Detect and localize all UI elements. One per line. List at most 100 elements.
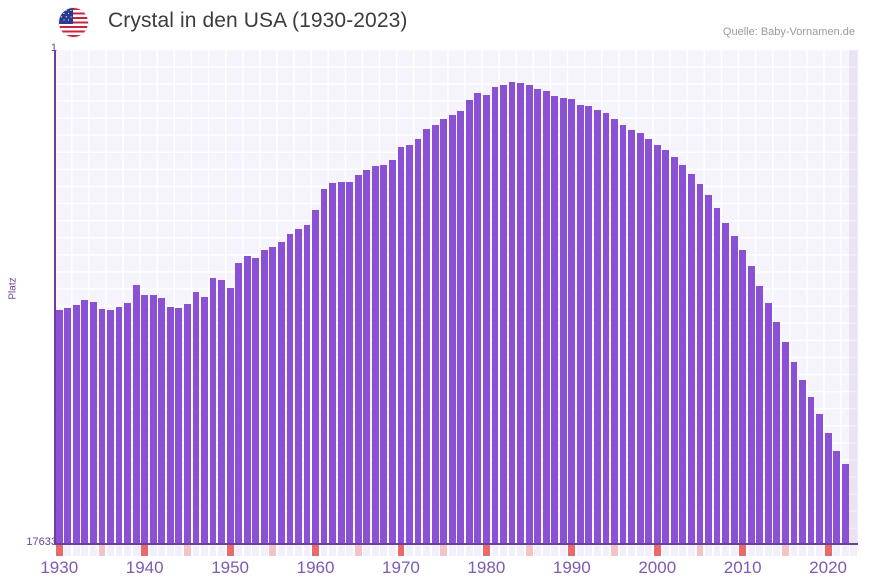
bar bbox=[457, 111, 465, 543]
x-axis-tick-label: 2000 bbox=[638, 558, 677, 577]
bar bbox=[397, 146, 405, 543]
x-axis-tick bbox=[833, 545, 841, 556]
x-axis-tick bbox=[474, 545, 482, 556]
bar bbox=[380, 165, 388, 543]
bar bbox=[72, 305, 80, 543]
bar bbox=[141, 295, 149, 543]
x-axis-tick bbox=[688, 545, 695, 556]
x-axis-tick bbox=[679, 545, 687, 556]
bar bbox=[329, 182, 337, 543]
bar bbox=[628, 129, 636, 543]
bar bbox=[517, 82, 524, 543]
x-axis-tick bbox=[602, 545, 610, 556]
bar bbox=[218, 280, 225, 543]
x-axis-tick bbox=[260, 545, 268, 556]
x-axis-tick bbox=[81, 545, 89, 556]
x-axis-tick bbox=[739, 545, 747, 556]
x-axis-tick bbox=[141, 545, 149, 556]
bar bbox=[781, 341, 789, 543]
x-axis-tick bbox=[380, 545, 388, 556]
page-title: Crystal in den USA (1930-2023) bbox=[108, 9, 408, 32]
x-axis-tick bbox=[773, 545, 781, 556]
bar bbox=[209, 277, 217, 543]
x-axis-tick bbox=[166, 545, 174, 556]
x-axis-tick bbox=[508, 545, 516, 556]
no-data-region bbox=[849, 50, 858, 543]
x-axis-tick bbox=[850, 545, 858, 556]
x-axis-tick bbox=[542, 545, 550, 556]
bar bbox=[619, 125, 627, 543]
x-axis-tick bbox=[696, 545, 704, 556]
x-axis-tick bbox=[448, 545, 456, 556]
bar bbox=[389, 160, 396, 543]
x-axis-tick bbox=[371, 545, 379, 556]
bar bbox=[115, 307, 123, 543]
bar bbox=[799, 380, 806, 543]
bar bbox=[594, 110, 601, 543]
bar bbox=[465, 100, 473, 543]
x-axis-tick bbox=[576, 545, 584, 556]
x-axis-tick bbox=[807, 545, 815, 556]
bar bbox=[688, 174, 695, 543]
bar bbox=[55, 310, 63, 543]
x-axis-tick bbox=[781, 545, 789, 556]
bar bbox=[705, 194, 712, 543]
bar bbox=[371, 166, 379, 543]
x-axis-tick bbox=[252, 545, 260, 556]
x-axis-tick bbox=[226, 545, 234, 556]
x-axis-tick bbox=[465, 545, 473, 556]
x-axis-tick bbox=[235, 545, 243, 556]
y-axis-title: Platz bbox=[7, 277, 19, 300]
y-axis-top-label: 1 bbox=[50, 42, 57, 54]
x-axis-tick bbox=[756, 545, 764, 556]
bar bbox=[124, 303, 132, 543]
bar bbox=[602, 113, 610, 543]
x-axis-tick-label: 2010 bbox=[723, 558, 762, 577]
bar bbox=[568, 99, 576, 543]
bar bbox=[585, 106, 593, 543]
x-axis-tick bbox=[457, 545, 465, 556]
x-axis-tick bbox=[611, 545, 618, 556]
bar bbox=[824, 432, 832, 543]
bar bbox=[679, 165, 687, 543]
x-axis-tick-label: 1970 bbox=[382, 558, 420, 577]
x-axis-tick bbox=[389, 545, 396, 556]
bar bbox=[98, 308, 106, 543]
x-axis-tick bbox=[64, 545, 72, 556]
bar bbox=[149, 294, 157, 543]
x-axis-tick bbox=[594, 545, 601, 556]
bar bbox=[722, 222, 729, 543]
x-axis-tick-labels: 1930 1940 1950 1960 1970 1980 1990 2000 2010 2020 bbox=[0, 558, 873, 586]
x-axis-tick bbox=[722, 545, 729, 556]
x-axis-tick bbox=[192, 545, 200, 556]
bar bbox=[158, 297, 166, 543]
bar bbox=[354, 175, 362, 543]
x-axis-tick bbox=[72, 545, 80, 556]
bar bbox=[576, 104, 584, 543]
bar bbox=[269, 247, 277, 543]
x-axis-tick bbox=[645, 545, 653, 556]
bar bbox=[337, 181, 345, 543]
bar bbox=[662, 149, 670, 543]
bar-series bbox=[55, 50, 858, 543]
bar bbox=[286, 234, 294, 543]
x-axis-tick bbox=[816, 545, 823, 556]
x-axis-tick bbox=[201, 545, 208, 556]
x-axis-tick bbox=[132, 545, 140, 556]
y-axis-line bbox=[54, 50, 56, 544]
x-axis-tick bbox=[243, 545, 251, 556]
x-axis-tick bbox=[799, 545, 806, 556]
x-axis-tick bbox=[124, 545, 132, 556]
bar bbox=[713, 208, 721, 543]
x-axis-tick bbox=[790, 545, 798, 556]
bar bbox=[525, 84, 533, 543]
x-axis-tick bbox=[653, 545, 661, 556]
x-axis-tick bbox=[286, 545, 294, 556]
x-axis-tick bbox=[636, 545, 644, 556]
x-axis-tick bbox=[406, 545, 413, 556]
chart-header: Crystal in den USA (1930-2023) Quelle: B… bbox=[0, 0, 873, 44]
bar bbox=[730, 236, 738, 543]
bar bbox=[474, 93, 482, 543]
bar bbox=[431, 125, 439, 543]
bar bbox=[841, 464, 849, 543]
